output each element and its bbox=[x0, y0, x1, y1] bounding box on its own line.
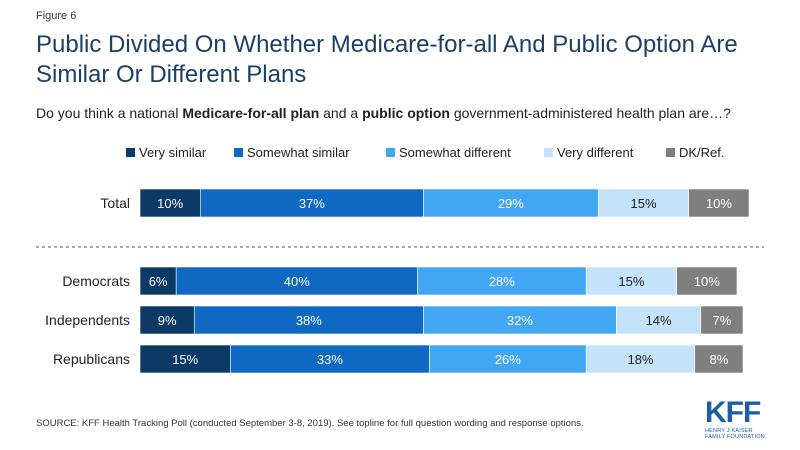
legend-item-somewhat-different: Somewhat different bbox=[386, 145, 511, 160]
data-label-independents-very-different: 14% bbox=[646, 313, 672, 328]
source-note: SOURCE: KFF Health Tracking Poll (conduc… bbox=[36, 418, 584, 429]
bar-total-very-similar bbox=[139, 188, 201, 218]
bar-independents-somewhat-different bbox=[423, 305, 617, 335]
legend-item-dk-ref: DK/Ref. bbox=[666, 145, 725, 160]
bar-independents-somewhat-similar bbox=[193, 305, 424, 335]
legend-label-dk-ref: DK/Ref. bbox=[679, 145, 725, 160]
category-label-independents: Independents bbox=[45, 312, 130, 328]
data-label-democrats-somewhat-different: 28% bbox=[489, 274, 515, 289]
legend-item-somewhat-similar: Somewhat similar bbox=[234, 145, 350, 160]
data-label-democrats-very-similar: 6% bbox=[149, 274, 168, 289]
data-label-democrats-somewhat-similar: 40% bbox=[284, 274, 310, 289]
legend-label-somewhat-different: Somewhat different bbox=[399, 145, 511, 160]
data-label-democrats-very-different: 15% bbox=[618, 274, 644, 289]
bar-total-very-different bbox=[597, 188, 690, 218]
data-label-republicans-very-similar: 15% bbox=[172, 352, 198, 367]
legend-item-very-different: Very different bbox=[544, 145, 633, 160]
chart-title: Public Divided On Whether Medicare-for-a… bbox=[36, 31, 738, 88]
data-label-independents-very-similar: 9% bbox=[158, 313, 177, 328]
data-label-republicans-somewhat-different: 26% bbox=[495, 352, 521, 367]
question-text: Do you think a national Medicare-for-all… bbox=[36, 104, 776, 122]
figure-label: Figure 6 bbox=[36, 10, 77, 22]
data-label-independents-somewhat-different: 32% bbox=[507, 313, 533, 328]
logo-line-1: HENRY J KAISER bbox=[705, 428, 753, 434]
data-label-independents-somewhat-similar: 38% bbox=[296, 313, 322, 328]
logo-line-2: FAMILY FOUNDATION bbox=[705, 434, 765, 440]
data-label-total-dk-ref: 10% bbox=[706, 196, 732, 211]
bar-republicans-dk-ref bbox=[694, 344, 744, 374]
bar-democrats-very-similar bbox=[139, 266, 177, 296]
bar-total-somewhat-similar bbox=[200, 188, 424, 218]
question-part-1: Do you think a national bbox=[36, 105, 183, 121]
data-label-democrats-dk-ref: 10% bbox=[694, 274, 720, 289]
data-label-republicans-dk-ref: 8% bbox=[709, 352, 728, 367]
data-label-republicans-very-different: 18% bbox=[627, 352, 653, 367]
bar-republicans-very-similar bbox=[139, 344, 231, 374]
chart-legend: Very similar Somewhat similar Somewhat d… bbox=[126, 145, 766, 163]
bar-independents-very-similar bbox=[139, 305, 195, 335]
data-label-republicans-somewhat-similar: 33% bbox=[317, 352, 343, 367]
category-label-democrats: Democrats bbox=[62, 273, 130, 289]
legend-swatch-very-similar bbox=[126, 148, 135, 157]
legend-item-very-similar: Very similar bbox=[126, 145, 206, 160]
bar-republicans-very-different bbox=[585, 344, 696, 374]
bar-republicans-somewhat-similar bbox=[230, 344, 430, 374]
data-label-total-somewhat-similar: 37% bbox=[299, 196, 325, 211]
bar-independents-very-different bbox=[616, 305, 702, 335]
legend-label-somewhat-similar: Somewhat similar bbox=[247, 145, 350, 160]
legend-swatch-somewhat-different bbox=[386, 148, 395, 157]
data-label-total-somewhat-different: 29% bbox=[498, 196, 524, 211]
kff-logo: KFF HENRY J KAISER FAMILY FOUNDATION bbox=[705, 398, 775, 442]
legend-swatch-very-different bbox=[544, 148, 553, 157]
bar-republicans-somewhat-different bbox=[429, 344, 587, 374]
data-label-total-very-different: 15% bbox=[630, 196, 656, 211]
category-label-total: Total bbox=[100, 195, 130, 211]
legend-label-very-different: Very different bbox=[557, 145, 634, 160]
data-label-independents-dk-ref: 7% bbox=[712, 313, 731, 328]
logo-wordmark: KFF bbox=[705, 396, 761, 429]
legend-swatch-dk-ref bbox=[666, 148, 675, 157]
question-part-2: and a bbox=[319, 105, 363, 121]
question-part-3: government-administered health plan are…… bbox=[449, 105, 731, 121]
question-bold-2: public option bbox=[362, 105, 450, 121]
bar-democrats-dk-ref bbox=[676, 266, 738, 296]
legend-swatch-somewhat-similar bbox=[234, 148, 243, 157]
bar-independents-dk-ref bbox=[700, 305, 744, 335]
data-label-total-very-similar: 10% bbox=[157, 196, 183, 211]
bar-democrats-somewhat-different bbox=[417, 266, 587, 296]
question-bold-1: Medicare-for-all plan bbox=[182, 105, 320, 121]
category-label-republicans: Republicans bbox=[53, 351, 130, 367]
bar-total-dk-ref bbox=[688, 188, 750, 218]
legend-label-very-similar: Very similar bbox=[139, 145, 207, 160]
